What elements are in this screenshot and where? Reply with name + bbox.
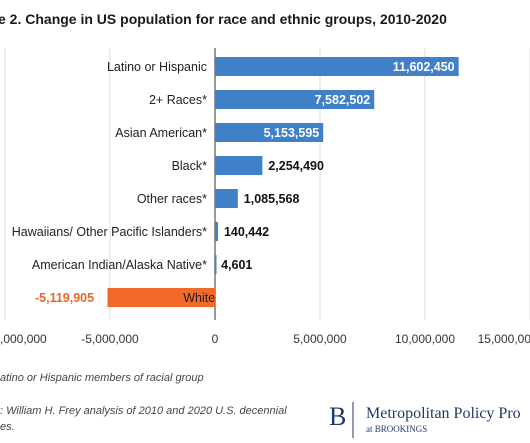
chart-title: e 2. Change in US population for race an… bbox=[0, 11, 447, 27]
value-label: 5,153,595 bbox=[264, 126, 320, 140]
category-label: Latino or Hispanic bbox=[107, 60, 207, 74]
category-label: Black* bbox=[172, 159, 208, 173]
category-labels: Latino or Hispanic 2+ Races* Asian America… bbox=[12, 60, 215, 305]
brand-name: Metropolitan Policy Pro bbox=[366, 405, 521, 422]
bar bbox=[215, 156, 263, 175]
value-labels: 11,602,450 7,582,502 5,153,595 2,254,490 1,0… bbox=[35, 60, 455, 305]
category-label: Other races* bbox=[137, 192, 207, 206]
x-tick-label: ,000,000 bbox=[0, 332, 47, 346]
source-line-2: es. bbox=[0, 421, 15, 433]
category-label: Hawaiians/ Other Pacific Islanders* bbox=[12, 225, 207, 239]
x-tick-label: 10,000,000 bbox=[395, 332, 455, 346]
source-line-1: : William H. Frey analysis of 2010 and 2… bbox=[0, 405, 287, 417]
bar bbox=[215, 123, 324, 142]
value-label: 4,601 bbox=[221, 258, 252, 272]
footnote: atino or Hispanic members of racial grou… bbox=[0, 372, 204, 384]
grid-lines bbox=[4, 48, 530, 320]
bar bbox=[215, 189, 238, 208]
value-label: 2,254,490 bbox=[268, 159, 324, 173]
brand-sub: at BROOKINGS bbox=[366, 424, 427, 434]
value-label: 11,602,450 bbox=[393, 60, 455, 74]
value-label: 7,582,502 bbox=[315, 93, 371, 107]
x-axis-ticks: ,000,000 -5,000,000 0 5,000,000 10,000,000 15… bbox=[0, 332, 530, 346]
bar bbox=[215, 90, 375, 109]
category-label: Asian American* bbox=[115, 126, 207, 140]
bar bbox=[107, 288, 215, 307]
x-tick-label: 15,000,00 bbox=[478, 332, 530, 346]
x-tick-label: 0 bbox=[212, 332, 219, 346]
category-label: American Indian/Alaska Native* bbox=[32, 258, 207, 272]
bar bbox=[215, 255, 217, 274]
x-tick-label: 5,000,000 bbox=[293, 332, 347, 346]
category-label: White bbox=[183, 291, 215, 305]
value-label: 140,442 bbox=[224, 225, 269, 239]
value-label: -5,119,905 bbox=[35, 291, 94, 305]
brookings-logo: B bbox=[329, 402, 346, 431]
x-tick-label: -5,000,000 bbox=[81, 332, 139, 346]
bars bbox=[107, 57, 459, 307]
value-label: 1,085,568 bbox=[244, 192, 300, 206]
bar bbox=[215, 57, 459, 76]
bar bbox=[215, 222, 218, 241]
category-label: 2+ Races* bbox=[149, 93, 207, 107]
